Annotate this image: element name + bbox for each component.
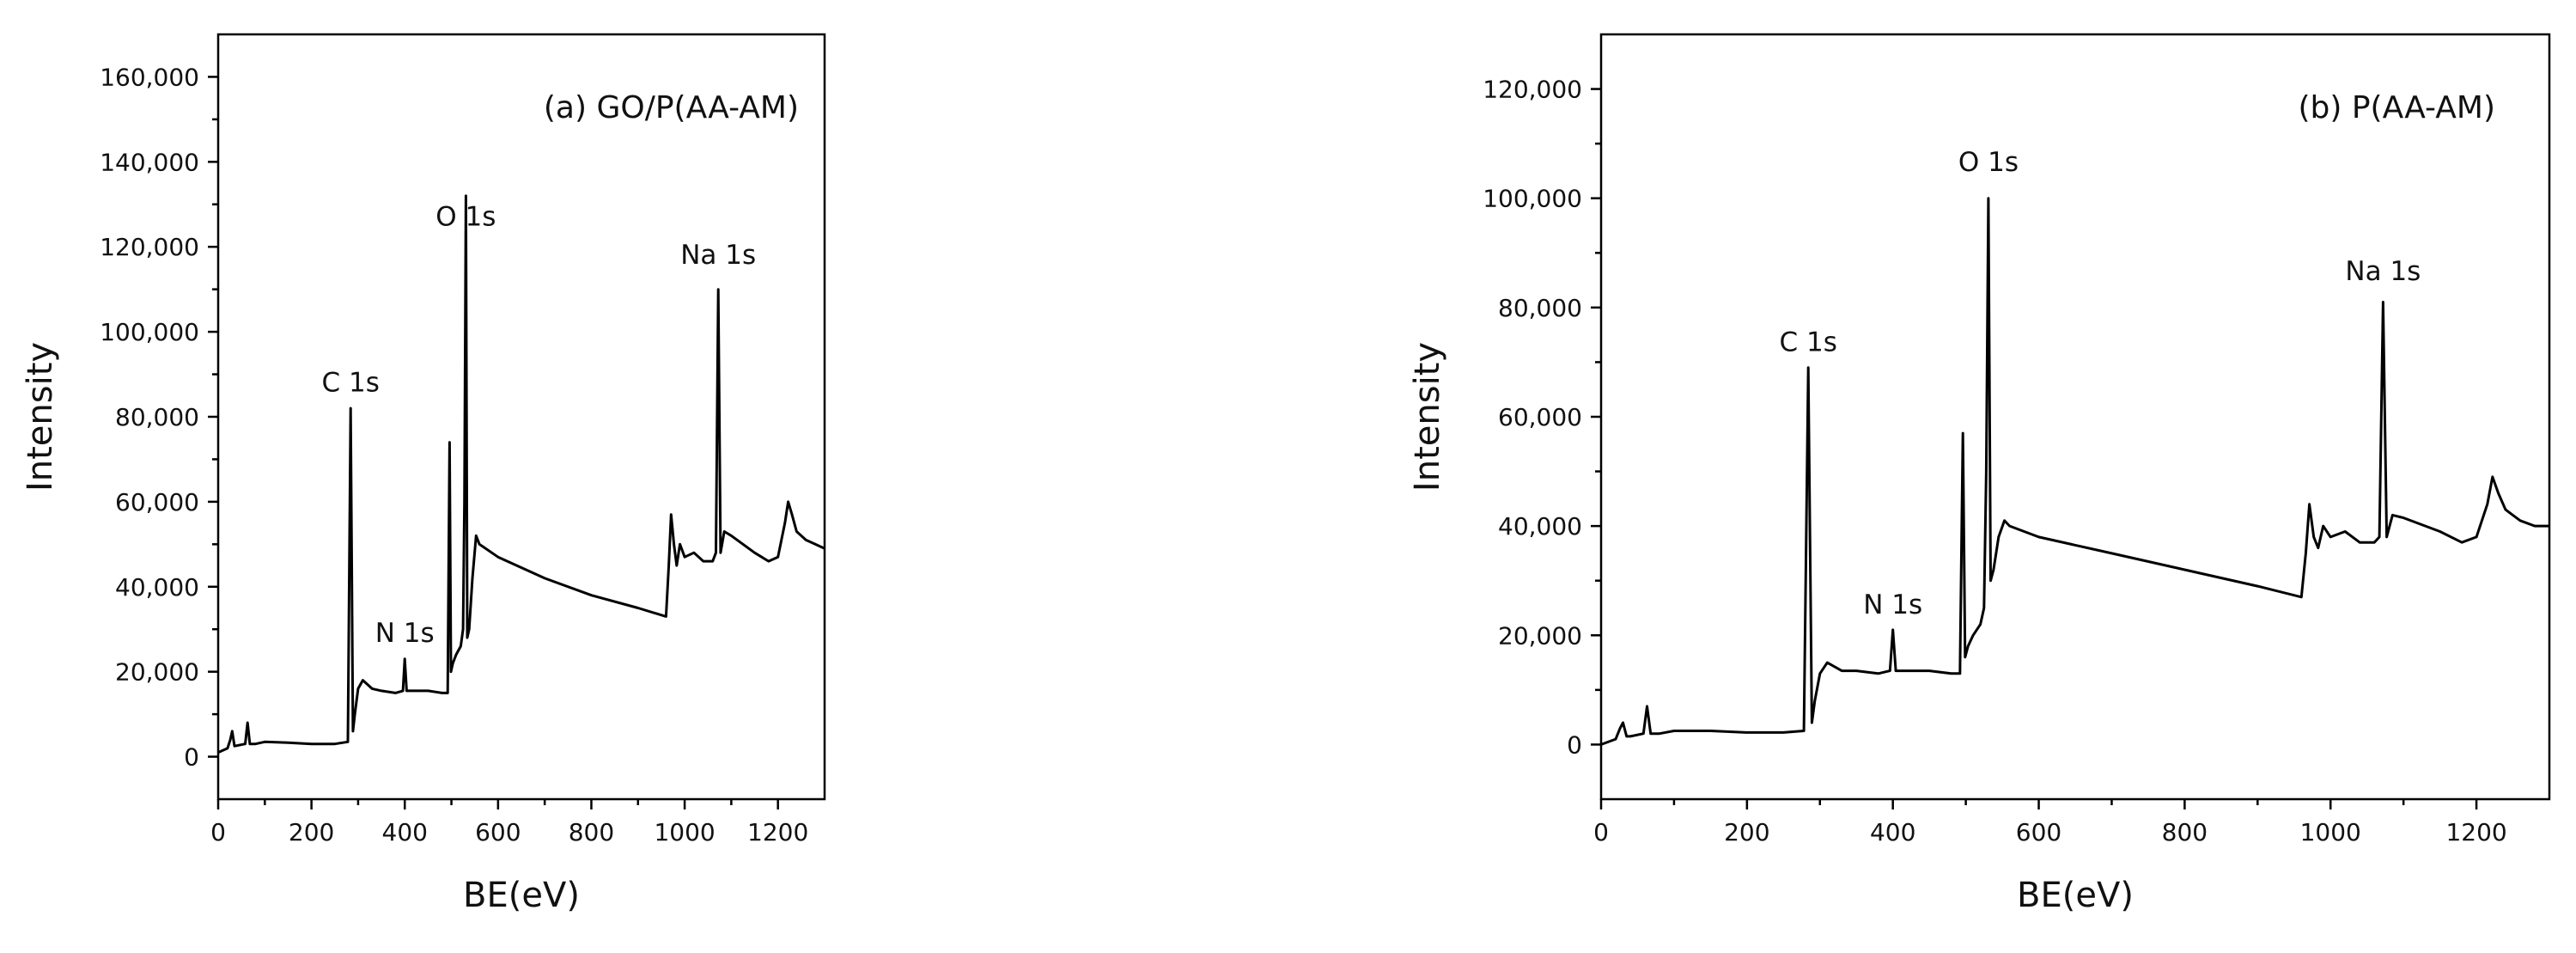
panel-title: (b) P(AA-AM) <box>2298 90 2495 125</box>
plot-frame <box>216 33 826 801</box>
y-tick-label: 40,000 <box>1498 512 1582 541</box>
y-tick-label: 100,000 <box>100 318 199 346</box>
peak-label: N 1s <box>375 618 435 649</box>
y-tick-label: 80,000 <box>115 403 199 431</box>
x-tick-label: 1200 <box>2445 818 2506 846</box>
y-tick-label: 60,000 <box>115 488 199 516</box>
x-tick-label: 600 <box>2016 818 2061 846</box>
series-line <box>217 194 825 754</box>
x-tick-label: 1000 <box>654 818 715 846</box>
chart-panel-a: 0 200 400 600 800 1000 1200 0 20,000 40,000 60,000… <box>21 33 826 915</box>
y-tick-label: 60,000 <box>1498 403 1582 431</box>
y-tick-label: 0 <box>1567 730 1582 759</box>
x-tick-label: 400 <box>1870 818 1915 846</box>
peak-label: O 1s <box>1958 147 2019 178</box>
x-tick-label: 800 <box>569 818 614 846</box>
peak-label: N 1s <box>1863 590 1922 620</box>
y-tick-label: 160,000 <box>100 63 199 91</box>
peak-label: O 1s <box>435 202 496 233</box>
peak-label: Na 1s <box>680 240 756 271</box>
peak-label: C 1s <box>1779 327 1836 358</box>
x-tick-label: 1200 <box>747 818 808 846</box>
y-axis-title: Intensity <box>21 342 60 492</box>
y-tick-label: 140,000 <box>100 148 199 176</box>
x-tick-label: 600 <box>475 818 521 846</box>
y-axis-title: Intensity <box>1408 342 1447 492</box>
x-tick-label: 800 <box>2162 818 2208 846</box>
y-tick-label: 120,000 <box>1483 76 1582 104</box>
y-tick-label: 100,000 <box>1483 185 1582 213</box>
peak-label: Na 1s <box>2345 256 2421 287</box>
x-tick-label: 0 <box>210 818 226 846</box>
x-tick-label: 200 <box>289 818 334 846</box>
y-tick-label: 0 <box>184 743 199 772</box>
series-line <box>1600 197 2549 746</box>
x-axis-title: BE(eV) <box>463 876 580 915</box>
chart-panel-b: 0 200 400 600 800 1000 1200 0 20,000 40,000 60,000… <box>1408 33 2551 915</box>
plot-frame <box>1599 33 2551 801</box>
panel-title: (a) GO/P(AA-AM) <box>544 90 799 125</box>
peak-label: C 1s <box>322 367 380 398</box>
y-tick-label: 20,000 <box>1498 621 1582 650</box>
y-tick-label: 20,000 <box>115 658 199 687</box>
x-tick-label: 1000 <box>2300 818 2361 846</box>
y-tick-label: 80,000 <box>1498 294 1582 322</box>
x-tick-label: 200 <box>1724 818 1769 846</box>
x-tick-label: 400 <box>382 818 428 846</box>
x-tick-label: 0 <box>1593 818 1609 846</box>
x-axis-title: BE(eV) <box>2017 876 2134 915</box>
y-tick-label: 40,000 <box>115 573 199 602</box>
y-tick-label: 120,000 <box>100 233 199 261</box>
